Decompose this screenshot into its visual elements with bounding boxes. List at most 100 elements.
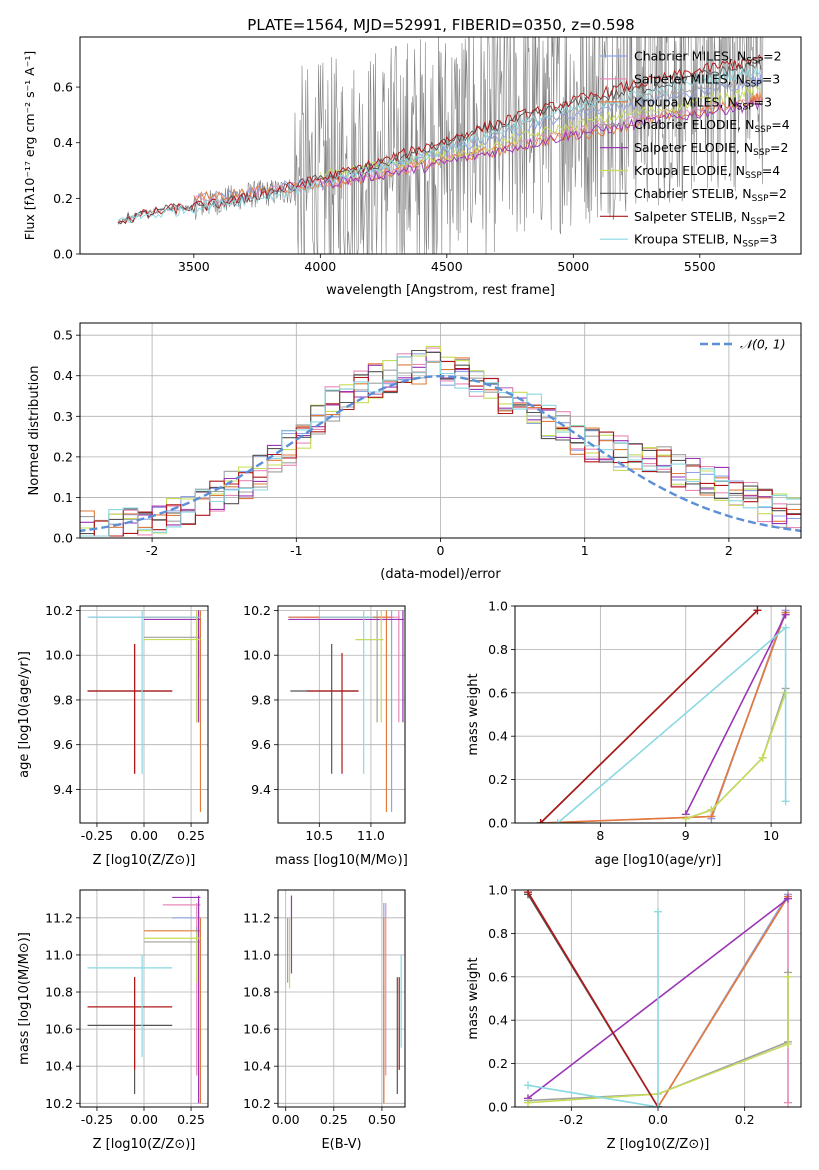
y-tick-label: 0.5 bbox=[53, 328, 73, 343]
y-tick-label: 9.8 bbox=[251, 692, 271, 707]
y-tick-label: 10.8 bbox=[243, 985, 271, 1000]
plot-area bbox=[87, 895, 202, 1104]
weight-line bbox=[527, 911, 659, 1107]
legend-entry: Kroupa ELODIE, NSSP=4 bbox=[634, 163, 780, 181]
x-axis-label: Z [log10(Z/Z⊙)] bbox=[607, 1137, 710, 1152]
x-axis-label: E(B-V) bbox=[321, 1137, 361, 1152]
y-tick-label: 9.4 bbox=[251, 782, 271, 797]
plot-area bbox=[117, 37, 764, 254]
y-tick-label: 9.8 bbox=[53, 692, 73, 707]
axes-frame bbox=[277, 889, 406, 1108]
y-tick-label: 10.4 bbox=[45, 1059, 73, 1074]
legend: 𝒩(0, 1) bbox=[700, 337, 786, 352]
y-tick-label: 0.1 bbox=[53, 490, 73, 505]
y-tick-label: 10.2 bbox=[45, 603, 73, 618]
y-tick-label: 10.4 bbox=[243, 1059, 271, 1074]
y-tick-label: 0.0 bbox=[488, 1100, 508, 1115]
axes-frame bbox=[277, 605, 406, 824]
y-axis-label: Normed distribution bbox=[27, 366, 42, 496]
y-tick-label: 10.2 bbox=[243, 1096, 271, 1111]
y-tick-label: 10.8 bbox=[45, 985, 73, 1000]
x-tick-label: 10.5 bbox=[305, 828, 333, 843]
panel-weight_vs_age: 8 9 10 0.0 0.2 0.4 0.6 0.8 1.0 age [log10(age/yr)… bbox=[466, 599, 802, 868]
normal-curve bbox=[80, 375, 801, 533]
panel-spectrum: 3500 4000 4500 5000 5500 0.0 0.2 0.4 0.6 waveleng… bbox=[22, 36, 802, 298]
y-tick-label: 0.2 bbox=[488, 772, 508, 787]
y-tick-label: 0.8 bbox=[488, 642, 508, 657]
x-tick-label: 9 bbox=[682, 828, 690, 843]
legend-entry: Chabrier MILES, NSSP=2 bbox=[634, 49, 782, 67]
x-axis-label: mass [log10(M/M⊙)] bbox=[275, 853, 408, 868]
x-tick-label: 4500 bbox=[431, 259, 463, 274]
x-tick-label: 0.50 bbox=[368, 1112, 396, 1127]
y-tick-label: 0.4 bbox=[488, 729, 508, 744]
x-tick-label: 8 bbox=[596, 828, 604, 843]
model-spectrum-line bbox=[117, 54, 762, 225]
x-tick-label: 0.25 bbox=[177, 1112, 205, 1127]
weight-line bbox=[527, 976, 789, 1104]
y-tick-label: 10.0 bbox=[45, 648, 73, 663]
y-tick-label: 0.3 bbox=[53, 409, 73, 424]
y-tick-label: 10.6 bbox=[243, 1022, 271, 1037]
model-spectrum-line bbox=[193, 91, 763, 202]
x-axis-label: wavelength [Angstrom, rest frame] bbox=[326, 283, 555, 298]
model-spectrum-line bbox=[117, 67, 762, 224]
y-tick-label: 11.2 bbox=[45, 910, 73, 925]
x-tick-label: 0 bbox=[437, 543, 445, 558]
legend-entry: Salpeter STELIB, NSSP=2 bbox=[634, 209, 786, 227]
x-tick-label: 3500 bbox=[178, 259, 210, 274]
plot-area bbox=[288, 610, 404, 812]
x-tick-label: 10 bbox=[763, 828, 779, 843]
y-tick-label: 1.0 bbox=[488, 883, 508, 898]
data-spectrum-line bbox=[117, 37, 764, 254]
x-tick-label: 1 bbox=[581, 543, 589, 558]
y-tick-label: 10.6 bbox=[45, 1022, 73, 1037]
y-tick-label: 0.6 bbox=[53, 80, 73, 95]
figure-title: PLATE=1564, MJD=52991, FIBERID=0350, z=0… bbox=[247, 16, 634, 34]
y-axis-label: Flux [fλ10⁻¹⁷ erg cm⁻² s⁻¹ A⁻¹] bbox=[22, 51, 37, 240]
legend-entry: Chabrier STELIB, NSSP=2 bbox=[634, 186, 787, 204]
x-tick-label: -0.2 bbox=[559, 1112, 583, 1127]
y-tick-label: 9.6 bbox=[53, 737, 73, 752]
x-tick-label: -1 bbox=[290, 543, 302, 558]
axes-frame bbox=[79, 605, 209, 824]
x-axis-label: age [log10(age/yr)] bbox=[595, 853, 722, 868]
plot-area bbox=[80, 345, 801, 537]
y-axis-label: age [log10(age/yr)] bbox=[17, 651, 32, 778]
weight-line bbox=[540, 609, 759, 823]
y-tick-label: 11.2 bbox=[243, 910, 271, 925]
y-tick-label: 0.0 bbox=[53, 247, 73, 262]
x-tick-label: 0.25 bbox=[320, 1112, 348, 1127]
axes-frame bbox=[514, 605, 802, 824]
weight-line bbox=[684, 614, 787, 815]
plot-area bbox=[524, 890, 792, 1107]
x-tick-label: 5500 bbox=[684, 259, 716, 274]
panel-weight_vs_Z: -0.2 0.0 0.2 0.0 0.2 0.4 0.6 0.8 1.0 Z [log10(Z/Z… bbox=[466, 883, 802, 1152]
x-tick-label: 0.00 bbox=[130, 1112, 158, 1127]
panel-age_vs_Z: -0.25 0.00 0.25 9.4 9.6 9.8 10.0 10.2 Z [log10(Z… bbox=[17, 603, 209, 868]
x-tick-label: 2 bbox=[725, 543, 733, 558]
y-tick-label: 0.0 bbox=[53, 531, 73, 546]
y-tick-label: 1.0 bbox=[488, 599, 508, 614]
y-tick-label: 0.6 bbox=[488, 685, 508, 700]
axes-frame bbox=[79, 889, 209, 1108]
weight-line bbox=[685, 692, 787, 820]
weight-line bbox=[527, 891, 659, 1107]
y-tick-label: 11.0 bbox=[243, 947, 271, 962]
plot-area bbox=[536, 606, 790, 823]
plot-area bbox=[87, 610, 202, 812]
weight-line bbox=[657, 896, 789, 1107]
y-tick-label: 0.2 bbox=[53, 449, 73, 464]
y-tick-label: 0.6 bbox=[488, 969, 508, 984]
axes-frame bbox=[514, 889, 802, 1108]
x-tick-label: -2 bbox=[146, 543, 158, 558]
y-axis-label: mass weight bbox=[466, 957, 481, 1039]
x-tick-label: 0.25 bbox=[177, 828, 205, 843]
y-tick-label: 0.4 bbox=[488, 1013, 508, 1028]
y-tick-label: 9.4 bbox=[53, 782, 73, 797]
y-tick-label: 10.2 bbox=[243, 603, 271, 618]
axes-frame bbox=[79, 322, 802, 539]
x-tick-label: 0.2 bbox=[735, 1112, 755, 1127]
y-tick-label: 0.0 bbox=[488, 816, 508, 831]
y-tick-label: 9.6 bbox=[251, 737, 271, 752]
